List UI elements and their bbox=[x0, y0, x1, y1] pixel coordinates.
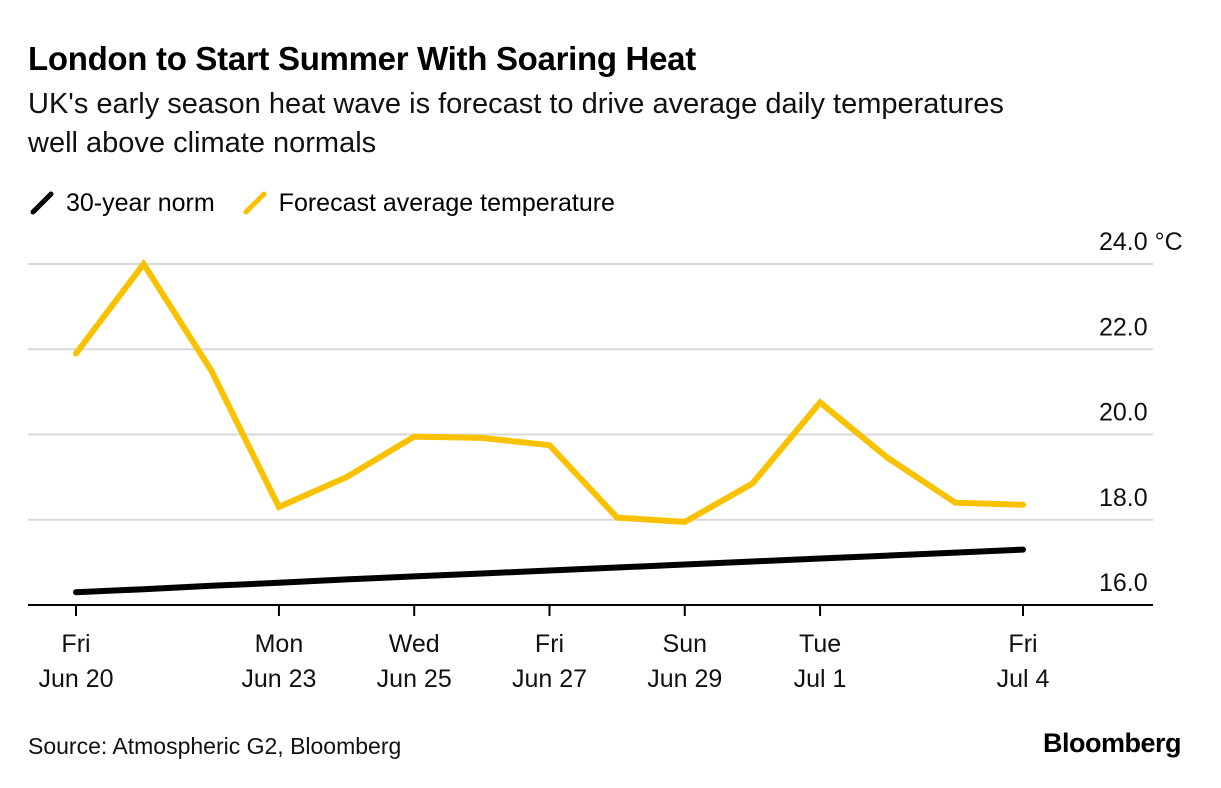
norm-line bbox=[73, 546, 1026, 596]
y-tick-label: 16.0 bbox=[1099, 569, 1148, 597]
x-tick-label-date: Jun 29 bbox=[647, 665, 722, 693]
legend-item-forecast: Forecast average temperature bbox=[241, 189, 615, 218]
x-tick-label-date: Jun 27 bbox=[512, 665, 587, 693]
x-tick-label-date: Jun 20 bbox=[38, 665, 113, 693]
source-note: Source: Atmospheric G2, Bloomberg bbox=[28, 733, 402, 759]
x-tick-label-day: Tue bbox=[799, 630, 841, 658]
x-tick-label-day: Wed bbox=[389, 630, 440, 658]
diagonal-line-icon bbox=[243, 191, 267, 215]
x-tick-label-date: Jul 1 bbox=[794, 665, 847, 693]
x-axis bbox=[28, 604, 1153, 616]
x-axis-tick-labels: Fri Jun 20 Mon Jun 23 Wed Jun 25 Fri Jun 27 Sun J… bbox=[38, 630, 1049, 693]
x-tick-label-day: Fri bbox=[1008, 630, 1037, 658]
grid-lines bbox=[28, 263, 1153, 521]
y-tick-label: 20.0 bbox=[1099, 399, 1148, 427]
legend-label-forecast: Forecast average temperature bbox=[278, 188, 615, 217]
x-tick-label-day: Fri bbox=[535, 630, 564, 658]
x-tick-label-date: Jun 25 bbox=[377, 665, 452, 693]
x-tick-label-date: Jun 23 bbox=[241, 665, 316, 693]
y-tick-label: 22.0 bbox=[1099, 313, 1148, 341]
chart-subtitle: UK's early season heat wave is forecast … bbox=[28, 88, 1004, 159]
y-tick-label: 18.0 bbox=[1099, 484, 1148, 512]
chart-title: London to Start Summer With Soaring Heat bbox=[28, 40, 696, 77]
x-tick-label-day: Mon bbox=[255, 630, 304, 658]
x-tick-label-day: Fri bbox=[61, 630, 90, 658]
legend-item-norm: 30-year norm bbox=[28, 189, 215, 218]
forecast-line bbox=[73, 258, 1026, 525]
x-tick-label-day: Sun bbox=[663, 630, 707, 658]
diagonal-line-icon bbox=[30, 191, 54, 215]
y-tick-label: 24.0 °C bbox=[1099, 228, 1183, 256]
y-axis-tick-labels: 24.0 °C 22.0 20.0 18.0 16.0 bbox=[1099, 228, 1183, 597]
legend: 30-year norm Forecast average temperatur… bbox=[28, 186, 641, 220]
bloomberg-logo: Bloomberg bbox=[1042, 728, 1182, 758]
legend-label-norm: 30-year norm bbox=[66, 188, 215, 217]
series-lines bbox=[73, 258, 1026, 596]
x-tick-label-date: Jul 4 bbox=[997, 665, 1050, 693]
